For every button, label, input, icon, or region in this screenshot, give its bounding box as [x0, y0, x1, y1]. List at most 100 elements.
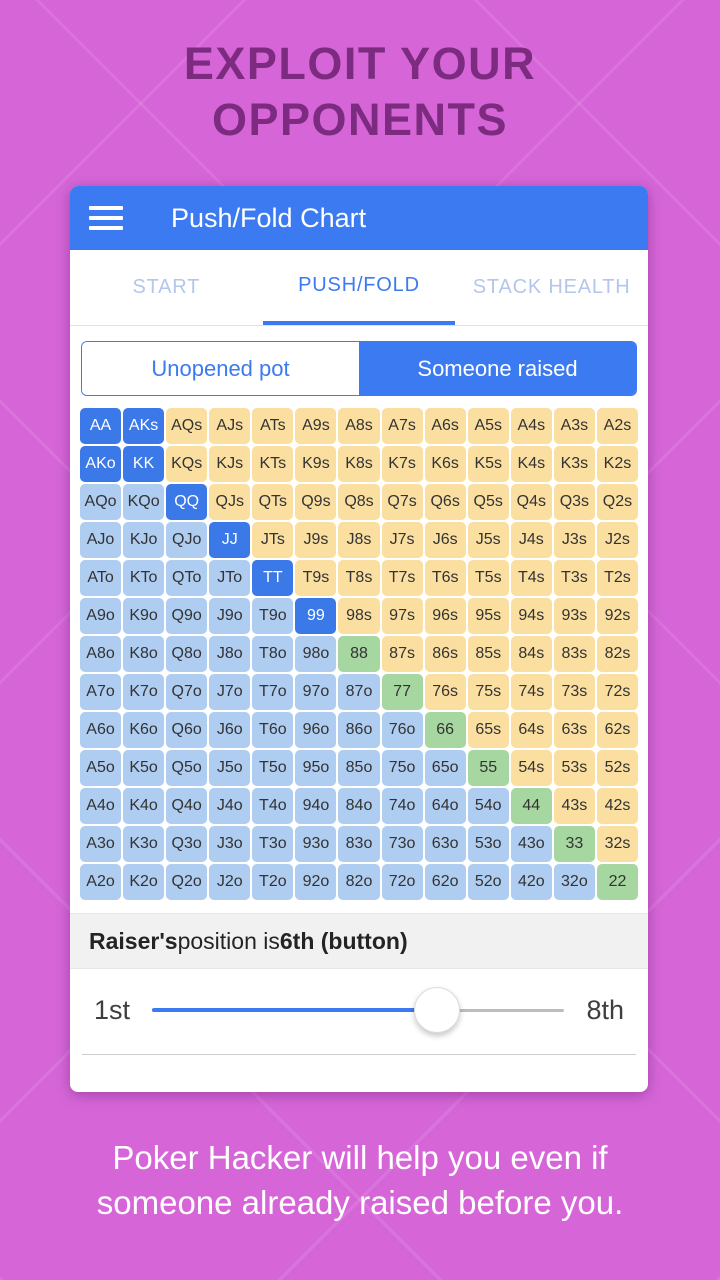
slider-track-fill	[152, 1008, 437, 1012]
hand-cell-A7o: A7o	[80, 674, 122, 710]
hand-cell-T7s: T7s	[381, 560, 423, 596]
hand-cell-43s: 43s	[553, 788, 595, 824]
card-divider	[82, 1054, 636, 1055]
hand-cell-65o: 65o	[424, 750, 466, 786]
hand-cell-73s: 73s	[553, 674, 595, 710]
hand-cell-44: 44	[510, 788, 552, 824]
tab-start[interactable]: START	[132, 276, 201, 298]
hand-cell-A7s: A7s	[381, 408, 423, 444]
hand-cell-K6s: K6s	[424, 446, 466, 482]
slider-handle[interactable]	[413, 987, 460, 1033]
hand-cell-A2o: A2o	[80, 864, 122, 900]
hand-cell-AJs: AJs	[209, 408, 251, 444]
hand-cell-95s: 95s	[467, 598, 509, 634]
hand-cell-K8o: K8o	[123, 636, 165, 672]
hand-cell-65s: 65s	[467, 712, 509, 748]
hand-cell-K2s: K2s	[596, 446, 638, 482]
hand-cell-J7o: J7o	[209, 674, 251, 710]
hand-cell-TT: TT	[252, 560, 294, 596]
hand-cell-A3o: A3o	[80, 826, 122, 862]
raiser-value: 6th (button)	[279, 927, 408, 954]
hand-cell-Q9s: Q9s	[295, 484, 337, 520]
hand-cell-97s: 97s	[381, 598, 423, 634]
position-slider[interactable]	[152, 987, 565, 1033]
hand-cell-K9o: K9o	[123, 598, 165, 634]
hand-cell-Q7o: Q7o	[166, 674, 208, 710]
app-bar: Push/Fold Chart	[70, 186, 648, 250]
hand-cell-K2o: K2o	[123, 864, 165, 900]
hamburger-menu-icon[interactable]	[89, 206, 123, 230]
hand-cell-T4o: T4o	[252, 788, 294, 824]
hand-cell-43o: 43o	[510, 826, 552, 862]
hand-cell-K7s: K7s	[381, 446, 423, 482]
hand-cell-T4s: T4s	[510, 560, 552, 596]
hand-cell-ATo: ATo	[80, 560, 122, 596]
hand-cell-T6o: T6o	[252, 712, 294, 748]
hand-cell-82s: 82s	[596, 636, 638, 672]
hand-cell-62o: 62o	[424, 864, 466, 900]
hand-cell-Q3o: Q3o	[166, 826, 208, 862]
hand-grid: AA AKs AQs AJs ATs A9s A8s A7s A6s A5s A4s A3s A2s AK…	[80, 408, 638, 900]
hand-cell-32s: 32s	[596, 826, 638, 862]
hand-cell-T6s: T6s	[424, 560, 466, 596]
hand-cell-52s: 52s	[596, 750, 638, 786]
raiser-middle: position is	[177, 927, 280, 954]
hand-cell-96s: 96s	[424, 598, 466, 634]
hand-cell-JTs: JTs	[252, 522, 294, 558]
caption-line-1: Poker Hacker will help you even if	[112, 1139, 608, 1176]
hand-cell-AKs: AKs	[123, 408, 165, 444]
hand-cell-A9o: A9o	[80, 598, 122, 634]
hand-cell-98o: 98o	[295, 636, 337, 672]
hand-cell-ATs: ATs	[252, 408, 294, 444]
hand-cell-KQs: KQs	[166, 446, 208, 482]
hand-cell-AA: AA	[80, 408, 122, 444]
hand-cell-93o: 93o	[295, 826, 337, 862]
hand-cell-J4o: J4o	[209, 788, 251, 824]
hand-cell-KTo: KTo	[123, 560, 165, 596]
hand-cell-T7o: T7o	[252, 674, 294, 710]
hand-cell-KJo: KJo	[123, 522, 165, 558]
hand-cell-73o: 73o	[381, 826, 423, 862]
toggle-unopened-pot[interactable]: Unopened pot	[82, 342, 359, 395]
hand-cell-72o: 72o	[381, 864, 423, 900]
hand-cell-KK: KK	[123, 446, 165, 482]
hand-cell-J6o: J6o	[209, 712, 251, 748]
hand-cell-T3s: T3s	[553, 560, 595, 596]
hand-cell-J6s: J6s	[424, 522, 466, 558]
hand-cell-96o: 96o	[295, 712, 337, 748]
hand-cell-T5s: T5s	[467, 560, 509, 596]
hand-cell-77: 77	[381, 674, 423, 710]
hand-cell-T3o: T3o	[252, 826, 294, 862]
hand-cell-QTo: QTo	[166, 560, 208, 596]
toggle-someone-raised[interactable]: Someone raised	[359, 342, 636, 395]
hand-cell-93s: 93s	[553, 598, 595, 634]
hand-cell-94o: 94o	[295, 788, 337, 824]
hand-cell-QJo: QJo	[166, 522, 208, 558]
hand-cell-A9s: A9s	[295, 408, 337, 444]
hand-cell-64o: 64o	[424, 788, 466, 824]
hand-cell-T5o: T5o	[252, 750, 294, 786]
hand-cell-K3s: K3s	[553, 446, 595, 482]
hand-cell-J8s: J8s	[338, 522, 380, 558]
hand-cell-Q5s: Q5s	[467, 484, 509, 520]
tab-stack-health[interactable]: STACK HEALTH	[472, 276, 631, 298]
hand-cell-T9s: T9s	[295, 560, 337, 596]
hand-cell-Q2s: Q2s	[596, 484, 638, 520]
caption-text: Poker Hacker will help you even if someo…	[20, 1136, 700, 1225]
hand-cell-AKo: AKo	[80, 446, 122, 482]
tab-push-fold[interactable]: PUSH/FOLD	[262, 250, 456, 325]
raiser-prefix: Raiser's	[89, 927, 178, 954]
app-card: Push/Fold Chart START PUSH/FOLD STACK HE…	[70, 186, 648, 1092]
hand-cell-A8s: A8s	[338, 408, 380, 444]
hand-cell-Q5o: Q5o	[166, 750, 208, 786]
hand-cell-85s: 85s	[467, 636, 509, 672]
hand-cell-K9s: K9s	[295, 446, 337, 482]
hand-cell-Q3s: Q3s	[553, 484, 595, 520]
hand-cell-J3o: J3o	[209, 826, 251, 862]
hand-cell-J2s: J2s	[596, 522, 638, 558]
hand-cell-K5o: K5o	[123, 750, 165, 786]
hand-cell-QJs: QJs	[209, 484, 251, 520]
hand-cell-84o: 84o	[338, 788, 380, 824]
caption-line-2: someone already raised before you.	[96, 1183, 624, 1221]
hand-cell-74s: 74s	[510, 674, 552, 710]
